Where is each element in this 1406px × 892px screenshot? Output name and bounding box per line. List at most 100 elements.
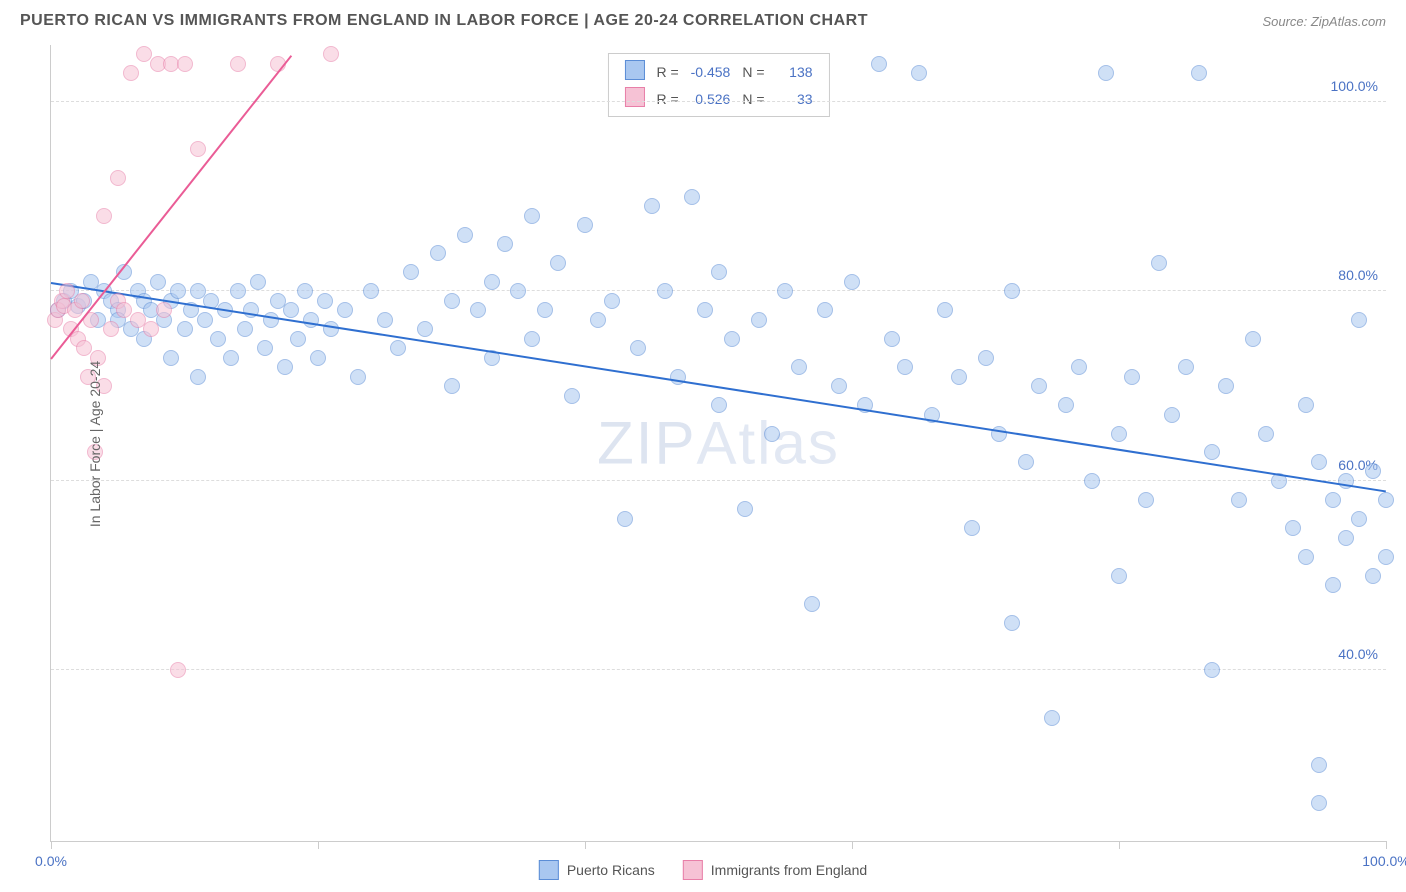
data-point	[74, 293, 90, 309]
data-point	[96, 208, 112, 224]
data-point	[1311, 454, 1327, 470]
data-point	[1084, 473, 1100, 489]
data-point	[470, 302, 486, 318]
data-point	[1071, 359, 1087, 375]
data-point	[564, 388, 580, 404]
data-point	[791, 359, 807, 375]
data-point	[1378, 549, 1394, 565]
data-point	[777, 283, 793, 299]
data-point	[177, 56, 193, 72]
correlation-row-2: R = 0.526 N = 33	[618, 85, 818, 112]
plot-area: ZIPAtlas R = -0.458 N = 138 R = 0.526 N …	[50, 45, 1386, 842]
data-point	[1004, 615, 1020, 631]
r-value-1: -0.458	[685, 58, 737, 85]
data-point	[310, 350, 326, 366]
n-label: N =	[736, 58, 770, 85]
legend-label-2: Immigrants from England	[711, 862, 867, 878]
data-point	[1311, 757, 1327, 773]
data-point	[230, 56, 246, 72]
data-point	[163, 350, 179, 366]
data-point	[884, 331, 900, 347]
n-value-1: 138	[771, 58, 819, 85]
n-label: N =	[736, 85, 770, 112]
data-point	[1178, 359, 1194, 375]
legend-item-2: Immigrants from England	[683, 860, 867, 880]
r-value-2: 0.526	[685, 85, 737, 112]
bottom-legend: Puerto Ricans Immigrants from England	[539, 860, 867, 880]
data-point	[263, 312, 279, 328]
data-point	[363, 283, 379, 299]
data-point	[290, 331, 306, 347]
data-point	[764, 426, 780, 442]
data-point	[524, 208, 540, 224]
data-point	[223, 350, 239, 366]
data-point	[1098, 65, 1114, 81]
data-point	[177, 321, 193, 337]
data-point	[1365, 568, 1381, 584]
data-point	[1351, 511, 1367, 527]
data-point	[150, 274, 166, 290]
data-point	[831, 378, 847, 394]
data-point	[257, 340, 273, 356]
data-point	[1231, 492, 1247, 508]
data-point	[1351, 312, 1367, 328]
data-point	[390, 340, 406, 356]
data-point	[323, 321, 339, 337]
chart-container: ZIPAtlas R = -0.458 N = 138 R = 0.526 N …	[50, 45, 1386, 842]
data-point	[283, 302, 299, 318]
data-point	[1204, 662, 1220, 678]
data-point	[1218, 378, 1234, 394]
data-point	[657, 283, 673, 299]
data-point	[403, 264, 419, 280]
data-point	[737, 501, 753, 517]
data-point	[550, 255, 566, 271]
data-point	[190, 369, 206, 385]
data-point	[337, 302, 353, 318]
data-point	[1138, 492, 1154, 508]
gridline	[51, 101, 1386, 102]
y-tick-label: 40.0%	[1338, 646, 1378, 662]
data-point	[1058, 397, 1074, 413]
data-point	[684, 189, 700, 205]
data-point	[444, 293, 460, 309]
legend-label-1: Puerto Ricans	[567, 862, 655, 878]
data-point	[524, 331, 540, 347]
watermark: ZIPAtlas	[597, 409, 840, 478]
data-point	[1325, 492, 1341, 508]
x-tick	[51, 841, 52, 849]
data-point	[991, 426, 1007, 442]
data-point	[190, 141, 206, 157]
y-tick-label: 80.0%	[1338, 267, 1378, 283]
data-point	[1204, 444, 1220, 460]
data-point	[590, 312, 606, 328]
legend-item-1: Puerto Ricans	[539, 860, 655, 880]
x-tick	[318, 841, 319, 849]
data-point	[644, 198, 660, 214]
data-point	[964, 520, 980, 536]
data-point	[1298, 549, 1314, 565]
r-label: R =	[650, 58, 684, 85]
data-point	[350, 369, 366, 385]
data-point	[230, 283, 246, 299]
data-point	[143, 321, 159, 337]
data-point	[317, 293, 333, 309]
data-point	[751, 312, 767, 328]
x-tick-label: 100.0%	[1362, 853, 1406, 869]
data-point	[457, 227, 473, 243]
data-point	[170, 662, 186, 678]
data-point	[170, 283, 186, 299]
data-point	[1298, 397, 1314, 413]
correlation-row-1: R = -0.458 N = 138	[618, 58, 818, 85]
n-value-2: 33	[771, 85, 819, 112]
data-point	[417, 321, 433, 337]
data-point	[724, 331, 740, 347]
data-point	[1151, 255, 1167, 271]
data-point	[1311, 795, 1327, 811]
data-point	[871, 56, 887, 72]
data-point	[123, 65, 139, 81]
data-point	[978, 350, 994, 366]
data-point	[911, 65, 927, 81]
y-tick-label: 100.0%	[1331, 78, 1378, 94]
data-point	[1365, 463, 1381, 479]
data-point	[323, 46, 339, 62]
